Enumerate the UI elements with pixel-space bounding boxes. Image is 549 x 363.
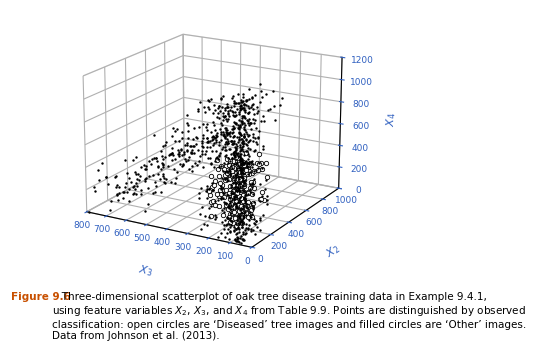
Text: Figure 9.6: Figure 9.6 [11,292,71,302]
Text: Three-dimensional scatterplot of oak tree disease training data in Example 9.4.1: Three-dimensional scatterplot of oak tre… [52,292,526,342]
Y-axis label: $X_2$: $X_2$ [323,242,343,261]
X-axis label: $X_3$: $X_3$ [137,263,154,280]
